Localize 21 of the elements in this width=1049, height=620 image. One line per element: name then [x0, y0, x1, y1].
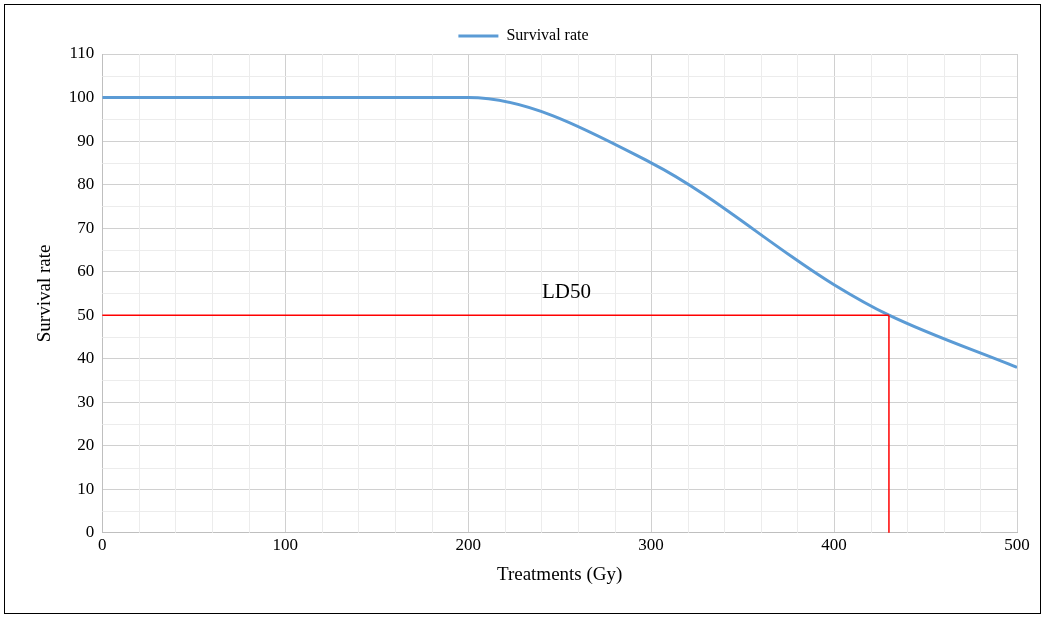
legend-label: Survival rate — [506, 26, 589, 44]
y-tick-label: 60 — [77, 261, 95, 281]
x-axis-title: Treatments (Gy) — [496, 562, 623, 585]
y-tick-label: 80 — [77, 174, 95, 194]
x-tick-label: 300 — [638, 535, 664, 555]
y-tick-label: 90 — [77, 130, 95, 150]
x-tick-label: 400 — [821, 535, 847, 555]
y-tick-label: 100 — [68, 87, 95, 106]
x-tick-label: 100 — [272, 535, 298, 555]
x-tick-label: 500 — [1004, 535, 1030, 555]
y-tick-label: 50 — [77, 304, 95, 324]
ref-line-label: LD50 — [541, 279, 591, 304]
y-axis-title: Survival rate — [33, 244, 55, 343]
y-tick-label: 110 — [69, 43, 95, 63]
y-tick-label: 0 — [85, 522, 95, 542]
x-tick-label: 200 — [455, 535, 481, 555]
y-tick-label: 30 — [77, 391, 95, 411]
y-tick-label: 70 — [77, 217, 95, 237]
y-tick-label: 20 — [77, 435, 95, 455]
y-tick-label: 10 — [77, 478, 95, 498]
y-tick-label: 40 — [77, 348, 95, 368]
